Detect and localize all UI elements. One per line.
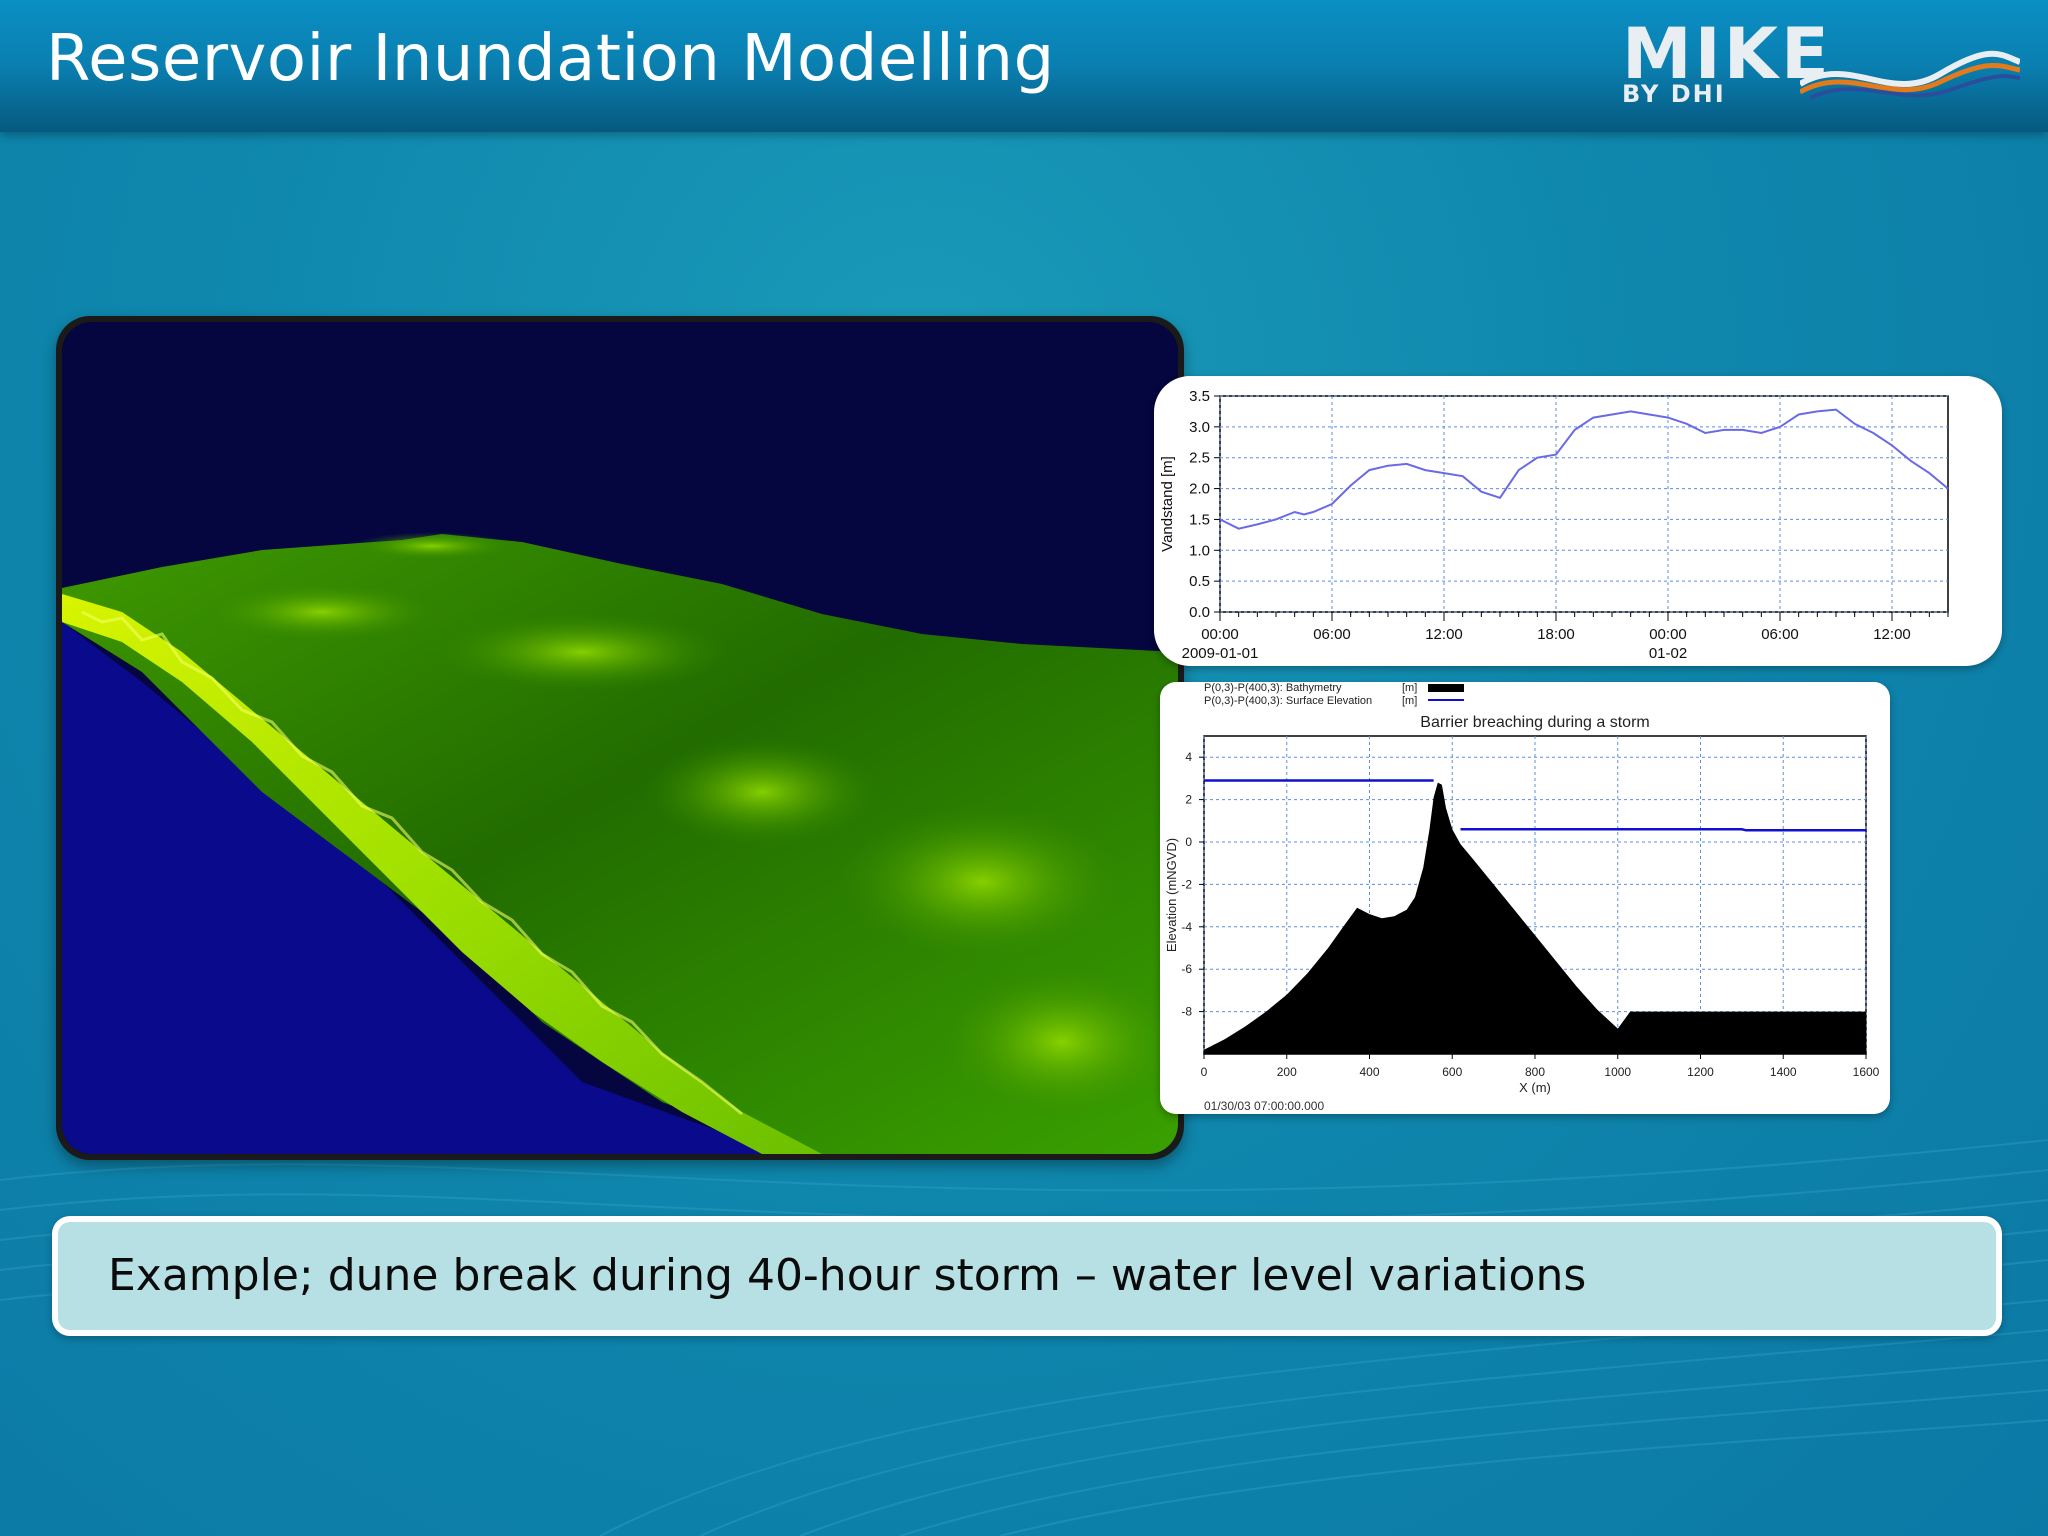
- barrier-breach-chart: P(0,3)-P(400,3): Bathymetry [m] P(0,3)-P…: [1164, 682, 1880, 1113]
- x-tick-label: 00:00: [1201, 626, 1239, 643]
- y-tick-label: 3.0: [1189, 419, 1210, 436]
- x-tick-label: 1000: [1604, 1065, 1631, 1079]
- terrain-viewport: [62, 322, 1178, 1154]
- timestamp: 01/30/03 07:00:00.000: [1204, 1099, 1324, 1113]
- chart-title: Barrier breaching during a storm: [1420, 714, 1649, 731]
- bathymetry-area: [1204, 782, 1866, 1054]
- x-tick-label: 18:00: [1537, 626, 1575, 643]
- legend-unit-bathymetry: [m]: [1402, 682, 1417, 694]
- surface-elevation-line: [1460, 828, 1866, 832]
- x-tick-sublabel: 01-02: [1649, 645, 1687, 662]
- legend: P(0,3)-P(400,3): Bathymetry [m] P(0,3)-P…: [1204, 682, 1464, 707]
- water-level-chart: 0.0 0.5 1.0 1.5 2.0 2.5 3.0 3.5 00:00 2009-01-01…: [1159, 388, 1949, 662]
- terrain-3d-view: [56, 316, 1184, 1160]
- logo-main-text: MIKE: [1622, 13, 1832, 95]
- x-tick-label: 800: [1525, 1065, 1545, 1079]
- dune-ridge: [62, 594, 822, 1154]
- x-tick-label: 400: [1359, 1065, 1379, 1079]
- y-axis-label: Elevation (mNGVD): [1164, 838, 1179, 952]
- caption-box: Example; dune break during 40-hour storm…: [52, 1216, 2002, 1336]
- y-tick-label: 3.5: [1189, 388, 1210, 405]
- x-tick-label: 12:00: [1873, 626, 1911, 643]
- logo-sub-text: BY DHI: [1622, 80, 1726, 108]
- slide-title: Reservoir Inundation Modelling: [46, 22, 1055, 96]
- series-line: [1219, 408, 1949, 530]
- legend-swatch-bathymetry: [1428, 684, 1464, 692]
- x-tick-label: 1400: [1770, 1065, 1797, 1079]
- x-tick-label: 00:00: [1649, 626, 1687, 643]
- x-tick-label: 12:00: [1425, 626, 1463, 643]
- x-tick-label: 200: [1277, 1065, 1297, 1079]
- dhi-wave-logo-icon: [1800, 50, 2020, 100]
- y-tick-label: 2.0: [1189, 481, 1210, 498]
- y-tick-label: -8: [1181, 1005, 1192, 1019]
- y-tick-label: 1.5: [1189, 511, 1210, 528]
- plot-area: [1219, 395, 1949, 613]
- x-tick-label: 0: [1201, 1065, 1208, 1079]
- y-tick-label: 4: [1185, 750, 1192, 764]
- x-axis-label: X (m): [1519, 1080, 1551, 1095]
- terrain-surface: [62, 534, 1178, 1154]
- y-tick-label: -6: [1181, 962, 1192, 976]
- y-tick-label: 0.0: [1189, 604, 1210, 621]
- legend-unit-surface: [m]: [1402, 695, 1417, 707]
- caption-text: Example; dune break during 40-hour storm…: [108, 1250, 1587, 1301]
- legend-label-surface: P(0,3)-P(400,3): Surface Elevation: [1204, 695, 1372, 707]
- legend-label-bathymetry: P(0,3)-P(400,3): Bathymetry: [1204, 682, 1342, 694]
- slide-header: Reservoir Inundation Modelling MIKE BY D…: [0, 0, 2048, 132]
- x-tick-sublabel: 2009-01-01: [1182, 645, 1259, 662]
- y-tick-label: 0.5: [1189, 573, 1210, 590]
- y-tick-label: 1.0: [1189, 542, 1210, 559]
- y-axis-label: Vandstand [m]: [1159, 456, 1176, 552]
- x-tick-label: 600: [1442, 1065, 1462, 1079]
- x-tick-label: 1600: [1853, 1065, 1880, 1079]
- y-tick-label: 2.5: [1189, 450, 1210, 467]
- barrier-breach-chart-card: P(0,3)-P(400,3): Bathymetry [m] P(0,3)-P…: [1160, 682, 1890, 1114]
- sea: [62, 622, 782, 1154]
- mike-by-dhi-logo: MIKE BY DHI: [1610, 14, 2030, 114]
- x-tick-label: 06:00: [1761, 626, 1799, 643]
- y-tick-label: -4: [1181, 920, 1192, 934]
- x-tick-label: 06:00: [1313, 626, 1351, 643]
- water-level-chart-card: 0.0 0.5 1.0 1.5 2.0 2.5 3.0 3.5 00:00 2009-01-01…: [1154, 376, 2002, 666]
- x-tick-label: 1200: [1687, 1065, 1714, 1079]
- y-tick-label: 0: [1185, 835, 1192, 849]
- terrain-render: [62, 322, 1178, 1154]
- y-tick-label: 2: [1185, 793, 1192, 807]
- y-tick-label: -2: [1181, 877, 1192, 891]
